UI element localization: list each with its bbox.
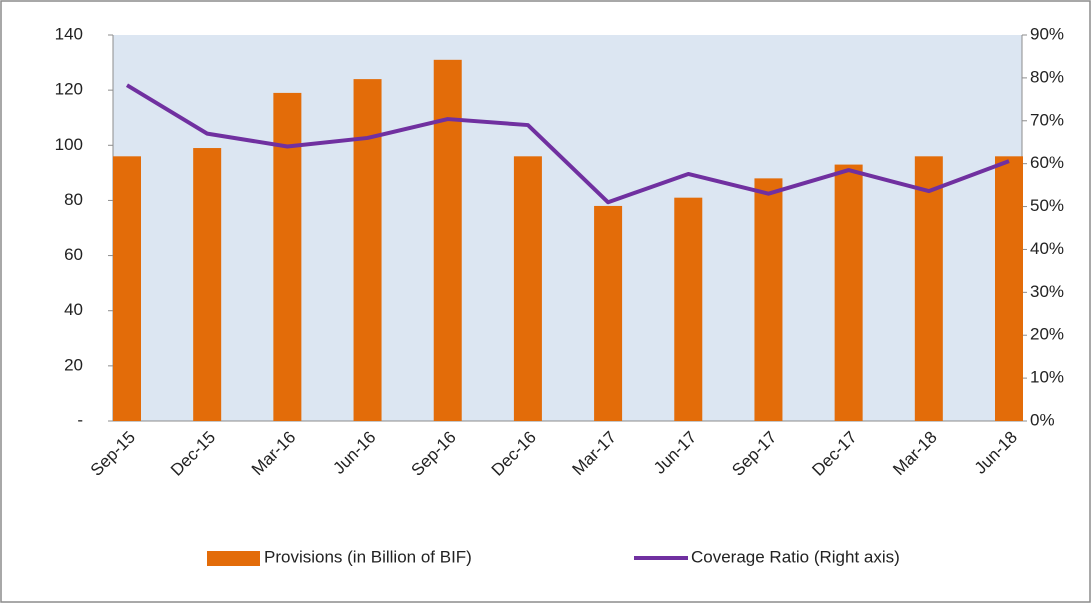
y-tick-label: 60 <box>64 245 83 264</box>
bar <box>353 79 382 421</box>
y2-tick-label: 10% <box>1030 368 1064 387</box>
legend-label: Provisions (in Billion of BIF) <box>264 547 472 566</box>
bar <box>674 197 703 421</box>
y-tick-label: 140 <box>55 24 83 43</box>
plot-area <box>113 35 1022 421</box>
bar <box>914 156 943 422</box>
y2-tick-label: 70% <box>1030 110 1064 129</box>
bar <box>594 205 623 421</box>
legend-label: Coverage Ratio (Right axis) <box>691 547 900 566</box>
y2-tick-label: 40% <box>1030 239 1064 258</box>
y2-tick-label: 0% <box>1030 410 1055 429</box>
bar <box>433 59 462 422</box>
y2-tick-label: 80% <box>1030 67 1064 86</box>
bar <box>834 164 863 422</box>
line <box>125 83 1010 205</box>
bar <box>754 178 783 421</box>
bar <box>193 148 222 422</box>
bar <box>273 92 302 422</box>
y2-tick-label: 20% <box>1030 325 1064 344</box>
bar <box>113 156 141 422</box>
y2-tick-label: 90% <box>1030 24 1064 43</box>
y-tick-label: 120 <box>55 80 83 99</box>
y2-tick-label: 60% <box>1030 153 1064 172</box>
y-tick-label: - <box>77 410 83 429</box>
y2-tick-label: 50% <box>1030 196 1064 215</box>
y-tick-label: 40 <box>64 300 83 319</box>
bar <box>513 156 542 422</box>
y-tick-label: 20 <box>64 355 83 374</box>
y2-tick-label: 30% <box>1030 282 1064 301</box>
bar <box>995 156 1023 422</box>
y-tick-label: 100 <box>55 135 83 154</box>
y-tick-label: 80 <box>64 190 83 209</box>
legend-swatch <box>207 551 260 566</box>
